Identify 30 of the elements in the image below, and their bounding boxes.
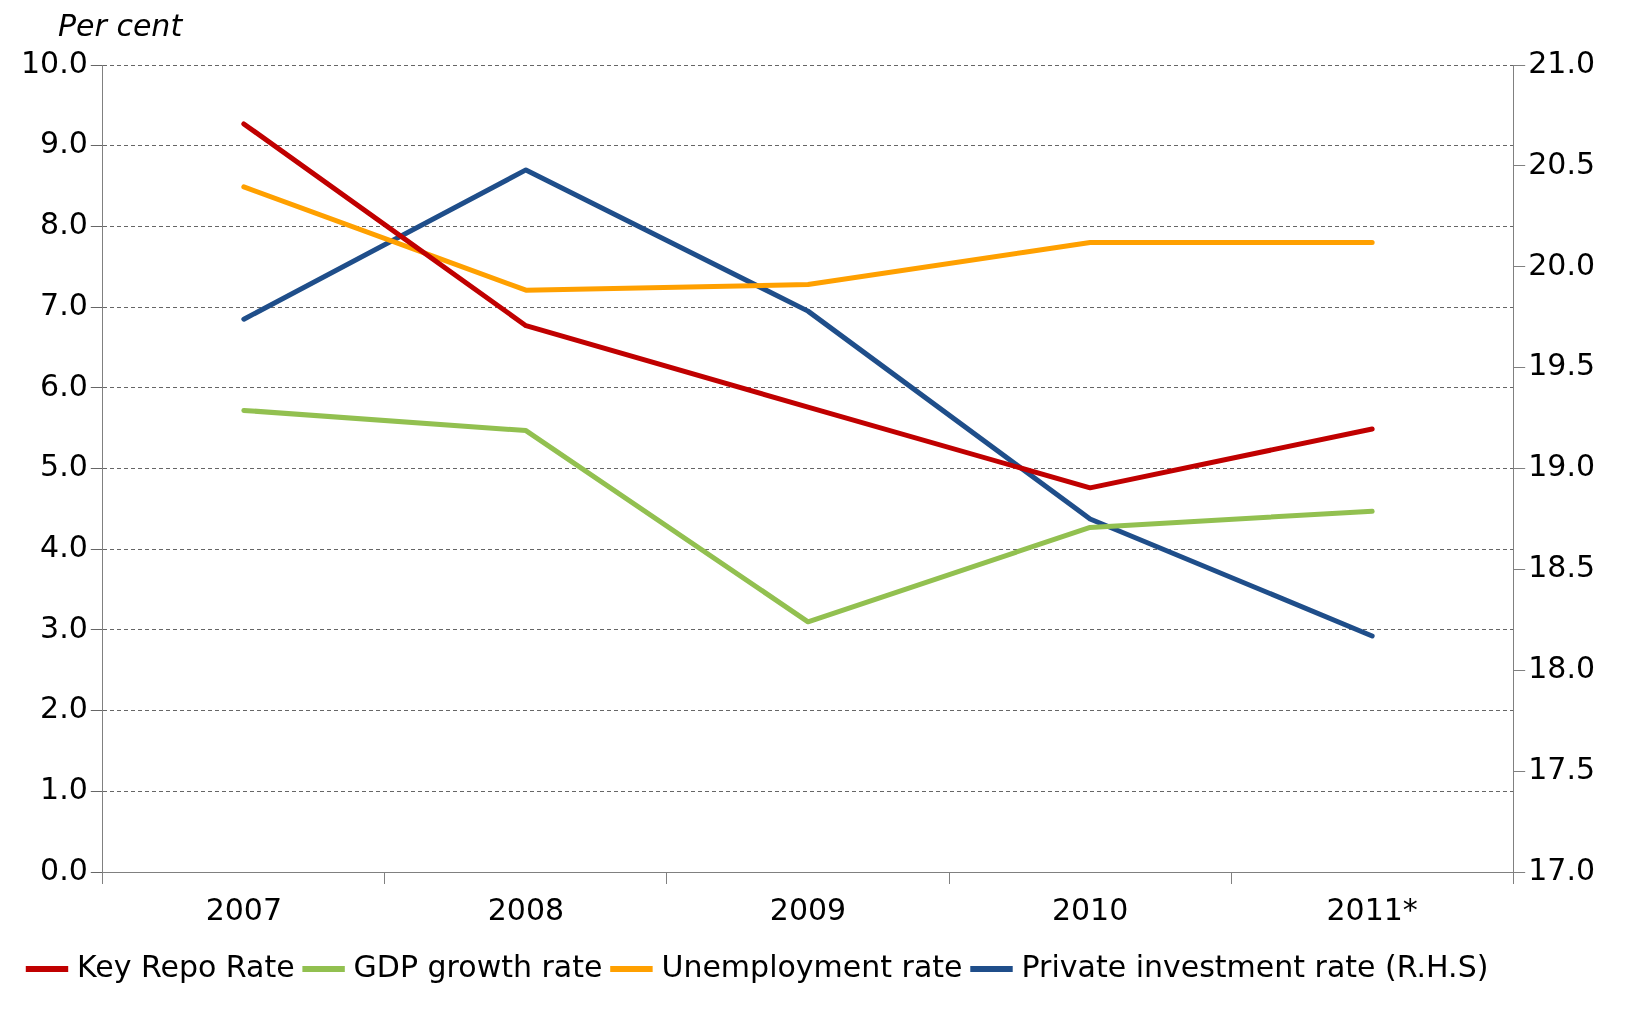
y-axis-title: Per cent [58,8,184,44]
y2-tick-label: 21.0 [1528,44,1595,80]
legend-label: GDP growth rate [353,948,603,984]
x-tick-label: 2009 [769,891,847,927]
legend-label: Key Repo Rate [77,948,295,984]
legend-label: Private investment rate (R.H.S) [1021,948,1489,984]
x-tick-label: 2010 [1051,891,1129,927]
y-tick-label: 1.0 [40,771,88,807]
x-tick-label: 2011* [1326,891,1418,927]
y-tick-label: 6.0 [40,367,88,403]
legend-label: Unemployment rate [661,948,963,984]
y-tick-label: 2.0 [40,690,88,726]
y2-tick-label: 17.0 [1528,851,1595,887]
x-tick-label: 2008 [487,891,565,927]
y2-tick-label: 19.0 [1528,448,1595,484]
y2-tick-label: 20.0 [1528,246,1595,282]
y-tick-label: 4.0 [40,529,88,564]
y-tick-label: 8.0 [40,206,88,242]
y2-tick-label: 18.5 [1528,549,1595,585]
x-tick-label: 2007 [205,891,283,927]
y2-tick-label: 18.0 [1528,650,1595,686]
y2-tick-label: 19.5 [1528,347,1595,383]
y-tick-label: 10.0 [21,44,88,80]
y-tick-label: 9.0 [40,125,88,161]
y2-tick-label: 20.5 [1528,145,1595,181]
y-tick-label: 5.0 [40,448,88,484]
y-tick-label: 0.0 [40,851,88,887]
y-tick-label: 3.0 [40,609,88,645]
y2-tick-label: 17.5 [1528,750,1595,786]
y-tick-label: 7.0 [40,286,88,322]
